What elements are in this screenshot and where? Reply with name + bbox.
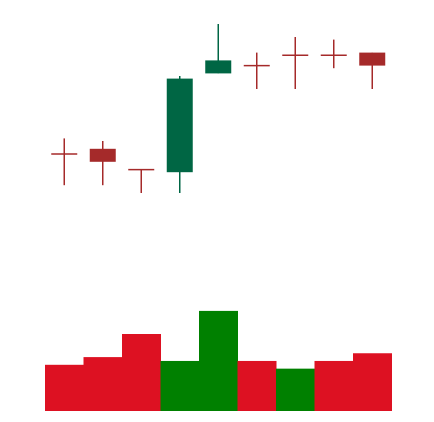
volume-bar	[314, 360, 354, 411]
volume-bar	[276, 368, 315, 411]
volume-bar	[353, 353, 392, 411]
candle-body	[89, 148, 116, 162]
volume-bar	[237, 360, 277, 411]
volume-bar	[199, 310, 238, 411]
volume-bar	[122, 334, 161, 411]
candle-body	[166, 78, 193, 173]
volume-group	[45, 310, 392, 411]
volume-bar	[160, 360, 200, 411]
candle-body	[359, 52, 386, 66]
volume-bar	[83, 357, 123, 411]
candle-body	[205, 60, 232, 74]
volume-bar	[45, 364, 84, 411]
candles-group	[51, 24, 386, 193]
